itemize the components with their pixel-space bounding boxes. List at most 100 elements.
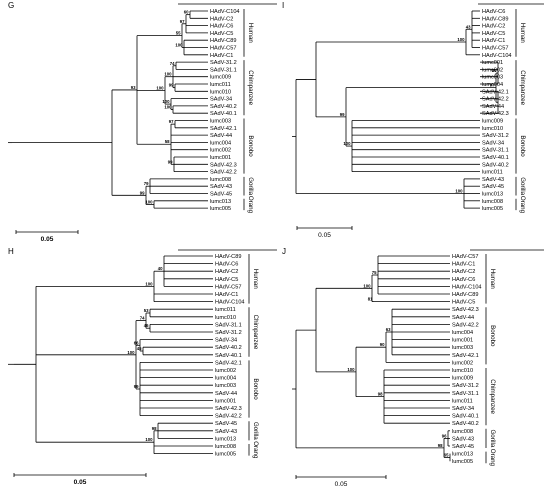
taxon-label: SAdV-34 bbox=[210, 97, 232, 103]
taxon-label: SAdV-31.1 bbox=[210, 67, 237, 73]
bootstrap-value: 81 bbox=[368, 297, 373, 302]
panel-label: H bbox=[8, 247, 14, 256]
bootstrap-value: 100 bbox=[145, 199, 153, 204]
taxon-label: SAdV-40.2 bbox=[215, 345, 242, 351]
taxon-label: lumc008 bbox=[482, 199, 503, 205]
taxon-label: SAdV-42.1 bbox=[482, 89, 509, 95]
taxon-label: HAdV-C1 bbox=[452, 262, 475, 268]
taxon-label: HAdV-C89 bbox=[482, 16, 508, 22]
bootstrap-value: 100 bbox=[347, 367, 355, 372]
taxon-label: SAdV-34 bbox=[482, 140, 504, 146]
taxon-label: HAdV-C5 bbox=[210, 31, 233, 37]
bootstrap-value: 53 bbox=[144, 308, 149, 313]
taxon-label: SAdV-42.1 bbox=[210, 126, 237, 132]
taxon-label: SAdV-34 bbox=[215, 338, 237, 344]
bootstrap-value: 98 bbox=[378, 392, 383, 397]
taxon-label: HAdV-C2 bbox=[210, 16, 233, 22]
taxon-label: HAdV-C5 bbox=[215, 277, 238, 283]
taxon-label: HAdV-C104 bbox=[210, 9, 240, 15]
group-label: Chimpanzee bbox=[252, 315, 259, 350]
taxon-label: lumc008 bbox=[452, 429, 473, 435]
bootstrap-value: 100 bbox=[145, 437, 153, 442]
taxon-label: SAdV-42.3 bbox=[210, 162, 237, 168]
taxon-label: SAdV-44 bbox=[482, 104, 504, 110]
taxon-label: lumc001 bbox=[210, 155, 231, 161]
taxon-label: lumc009 bbox=[210, 75, 231, 81]
taxon-label: SAdV-42.2 bbox=[482, 97, 509, 103]
bootstrap-value: 65 bbox=[444, 452, 449, 457]
taxon-label: HAdV-C57 bbox=[215, 284, 241, 290]
panel-j: J7581100639098100966598HAdV-C57HAdV-C1HA… bbox=[282, 247, 544, 488]
bootstrap-value: 97 bbox=[180, 19, 185, 24]
group-label: Orang bbox=[247, 196, 254, 214]
bootstrap-value: 74 bbox=[140, 316, 145, 321]
bootstrap-value: 100 bbox=[343, 141, 351, 146]
taxon-label: lumc011 bbox=[452, 398, 473, 404]
taxon-label: lumc013 bbox=[452, 452, 473, 458]
taxon-label: lumc003 bbox=[215, 383, 236, 389]
bootstrap-value: 60 bbox=[184, 10, 189, 15]
taxon-label: lumc005 bbox=[210, 206, 231, 212]
taxon-label: HAdV-C104 bbox=[215, 300, 245, 306]
taxon-label: HAdV-C1 bbox=[482, 38, 505, 44]
taxon-label: SAdV-31.2 bbox=[215, 330, 242, 336]
taxon-label: lumc004 bbox=[210, 140, 231, 146]
bootstrap-value: 75 bbox=[372, 270, 377, 275]
taxon-label: lumc005 bbox=[482, 206, 503, 212]
taxon-label: SAdV-40.1 bbox=[482, 155, 509, 161]
taxon-label: lumc011 bbox=[482, 170, 503, 176]
group-label: Gorilla bbox=[247, 177, 254, 195]
taxon-label: SAdV-31.2 bbox=[482, 133, 509, 139]
bootstrap-value: 66 bbox=[134, 340, 139, 345]
bootstrap-value: 100 bbox=[164, 105, 172, 110]
group-label: Human bbox=[252, 269, 259, 290]
taxon-label: lumc009 bbox=[452, 376, 473, 382]
group-label: Chimpanzee bbox=[489, 379, 496, 414]
group-label: Bonobo bbox=[252, 378, 259, 400]
taxon-label: lumc013 bbox=[210, 199, 231, 205]
group-label: Chimpanzee bbox=[247, 70, 254, 105]
taxon-label: SAdV-31.1 bbox=[452, 391, 479, 397]
taxon-label: HAdV-C57 bbox=[452, 254, 478, 260]
taxon-label: HAdV-C104 bbox=[452, 284, 482, 290]
panel-g: G609710055749910010010010097995893791009… bbox=[8, 1, 277, 243]
bootstrap-value: 99 bbox=[168, 159, 173, 164]
taxon-label: lumc011 bbox=[215, 307, 236, 313]
taxon-label: SAdV-40.1 bbox=[210, 111, 237, 117]
bootstrap-value: 63 bbox=[386, 327, 391, 332]
panel-label: I bbox=[282, 1, 284, 10]
bootstrap-value: 74 bbox=[170, 61, 175, 66]
taxon-label: HAdV-C57 bbox=[210, 46, 236, 52]
taxon-label: lumc002 bbox=[215, 368, 236, 374]
scale-bar-label: 0.05 bbox=[318, 232, 331, 239]
taxon-label: SAdV-42.2 bbox=[210, 170, 237, 176]
taxon-label: HAdV-C6 bbox=[215, 262, 238, 268]
taxon-label: HAdV-C2 bbox=[215, 269, 238, 275]
taxon-label: SAdV-40.2 bbox=[210, 104, 237, 110]
taxon-label: lumc010 bbox=[482, 126, 503, 132]
bootstrap-value: 90 bbox=[380, 342, 385, 347]
taxon-label: SAdV-42.1 bbox=[452, 353, 479, 359]
taxon-label: HAdV-C6 bbox=[452, 277, 475, 283]
group-label: Bonobo bbox=[489, 325, 496, 347]
bootstrap-value: 99 bbox=[340, 112, 345, 117]
bootstrap-value: 100 bbox=[164, 72, 172, 77]
bootstrap-value: 97 bbox=[490, 83, 495, 88]
taxon-label: SAdV-42.2 bbox=[215, 414, 242, 420]
taxon-label: SAdV-34 bbox=[452, 406, 474, 412]
taxon-label: HAdV-C89 bbox=[215, 254, 241, 260]
taxon-label: lumc003 bbox=[482, 75, 503, 81]
bootstrap-value: 100 bbox=[156, 85, 164, 90]
taxon-label: lumc011 bbox=[210, 82, 231, 88]
bootstrap-value: 55 bbox=[176, 31, 181, 36]
taxon-label: HAdV-C2 bbox=[482, 24, 505, 30]
taxon-label: lumc001 bbox=[215, 398, 236, 404]
bootstrap-value: 96 bbox=[442, 433, 447, 438]
taxon-label: lumc005 bbox=[452, 459, 473, 465]
bootstrap-value: 45 bbox=[137, 346, 142, 351]
taxon-label: SAdV-44 bbox=[452, 315, 474, 321]
taxon-label: SAdV-40.2 bbox=[452, 421, 479, 427]
taxon-label: lumc005 bbox=[215, 452, 236, 458]
taxon-label: lumc002 bbox=[452, 360, 473, 366]
